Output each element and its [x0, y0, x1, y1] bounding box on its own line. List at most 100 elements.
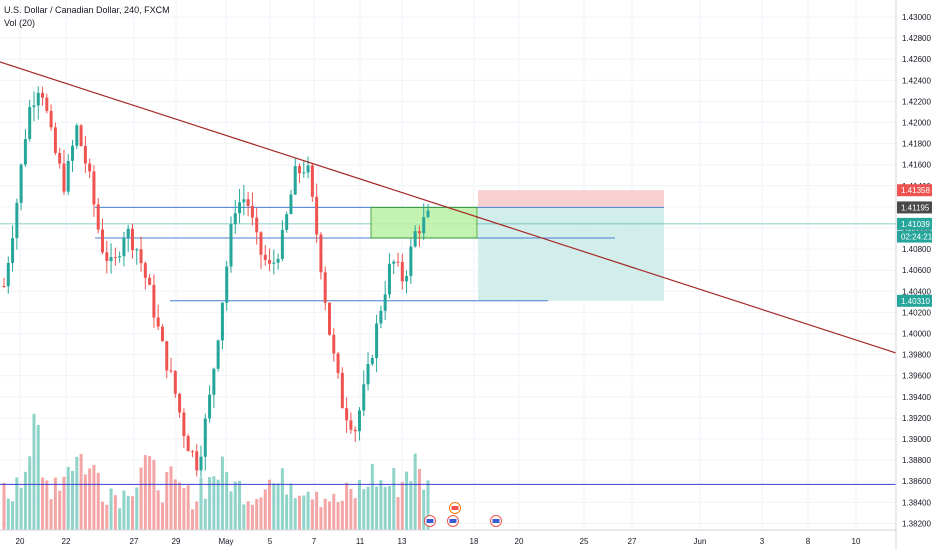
volume-bar	[379, 480, 383, 530]
candlesticks	[2, 86, 430, 478]
volume-bar	[400, 482, 404, 530]
trendline[interactable]	[0, 61, 897, 354]
candle-body	[276, 258, 280, 263]
time-axis[interactable]: 20 22 27 29 May 5 7 11 13 18 20 25 27 Jun 3 8 10	[0, 529, 896, 546]
candle-body	[263, 254, 267, 260]
us-flag-icon[interactable]	[447, 515, 459, 527]
volume-bar	[203, 498, 207, 530]
candle-body	[268, 259, 272, 264]
candle-body	[113, 257, 117, 259]
volume-bar	[75, 456, 79, 530]
volume-bar	[405, 471, 409, 530]
candle-body	[392, 261, 396, 264]
candle-body	[130, 228, 134, 251]
price-tick-label: 1.40800	[902, 245, 931, 254]
candle-body	[148, 277, 152, 285]
us-flag-icon[interactable]	[424, 515, 436, 527]
candle-body	[405, 276, 409, 282]
volume-bar	[62, 476, 66, 530]
volume-bar	[23, 471, 27, 530]
volume-bar	[306, 491, 310, 530]
volume-bar	[310, 499, 314, 530]
take-profit-zone[interactable]	[478, 207, 664, 301]
candle-body	[195, 451, 199, 471]
volume-bar	[362, 489, 366, 530]
chart-grid	[0, 0, 896, 530]
volume-bar	[263, 489, 267, 530]
price-tag-label: 1.41358	[901, 186, 930, 195]
volume-bar	[160, 502, 164, 530]
candle-body	[327, 302, 331, 335]
volume-bar	[148, 456, 152, 530]
candle-body	[340, 372, 344, 409]
candle-body	[238, 202, 242, 214]
candle-body	[15, 202, 19, 239]
chart-legend: U.S. Dollar / Canadian Dollar, 240, FXCM…	[4, 4, 170, 30]
candle-body	[11, 238, 15, 263]
volume-bar	[96, 472, 100, 530]
volume-bar	[15, 477, 19, 530]
volume-bar	[285, 494, 289, 530]
candle-body	[208, 394, 212, 419]
us-flag-icon[interactable]	[490, 515, 502, 527]
candle-body	[58, 152, 62, 164]
candle-body	[143, 263, 147, 278]
candle-body	[212, 368, 216, 395]
canada-flag-icon[interactable]	[449, 502, 461, 514]
volume-bar	[289, 483, 293, 530]
candle-body	[28, 106, 32, 140]
volume-bar	[417, 469, 421, 530]
volume-bar	[41, 477, 45, 530]
volume-bar	[340, 500, 344, 530]
volume-bar	[319, 507, 323, 530]
candle-body	[203, 418, 207, 457]
volume-bar	[130, 496, 134, 530]
candle-body	[139, 249, 143, 264]
volume-bar	[280, 468, 284, 530]
price-axis[interactable]: 1.43000 1.42800 1.42600 1.42400 1.42200 1.420…	[895, 0, 932, 550]
candle-body	[83, 145, 87, 164]
volume-bar	[353, 498, 357, 530]
volume-bar	[357, 479, 361, 530]
candle-body	[199, 456, 203, 471]
candle-body	[156, 317, 160, 327]
volume-indicator-label: Vol (20)	[4, 18, 36, 28]
candle-body	[302, 172, 306, 174]
candle-body	[370, 357, 374, 365]
time-tick-label: 22	[62, 537, 71, 546]
candle-body	[293, 166, 297, 195]
price-axis-background	[896, 0, 932, 550]
candle-body	[400, 261, 404, 282]
event-marker-flag	[492, 519, 500, 523]
candle-body	[160, 326, 164, 342]
volume-bar	[225, 471, 229, 530]
candle-body	[229, 224, 233, 267]
price-tick-label: 1.39400	[902, 393, 931, 402]
volume-bar	[216, 479, 220, 530]
volume-bar	[268, 479, 272, 530]
volume-bar	[186, 485, 190, 530]
price-tag-label: 1.41195	[901, 203, 930, 212]
time-tick-label: 20	[16, 537, 25, 546]
candle-body	[242, 199, 246, 203]
volume-bar	[45, 480, 49, 530]
price-tick-label: 1.38400	[902, 498, 931, 507]
volume-bar	[220, 456, 224, 530]
volume-bar	[302, 495, 306, 530]
candle-body	[345, 408, 349, 421]
price-tag	[897, 230, 932, 243]
candle-body	[79, 125, 83, 146]
candle-body	[366, 364, 370, 385]
volume-bar	[255, 499, 259, 530]
price-tick-label: 1.38200	[902, 519, 931, 528]
price-tick-label: 1.42800	[902, 34, 931, 43]
time-tick-label: May	[218, 537, 233, 546]
stop-loss-zone[interactable]	[478, 190, 664, 208]
price-tick-label: 1.39800	[902, 351, 931, 360]
event-markers[interactable]	[424, 502, 502, 527]
candle-body	[319, 234, 323, 273]
volume-bar	[126, 495, 130, 530]
volume-bar	[88, 468, 92, 530]
volume-bar	[349, 489, 353, 530]
